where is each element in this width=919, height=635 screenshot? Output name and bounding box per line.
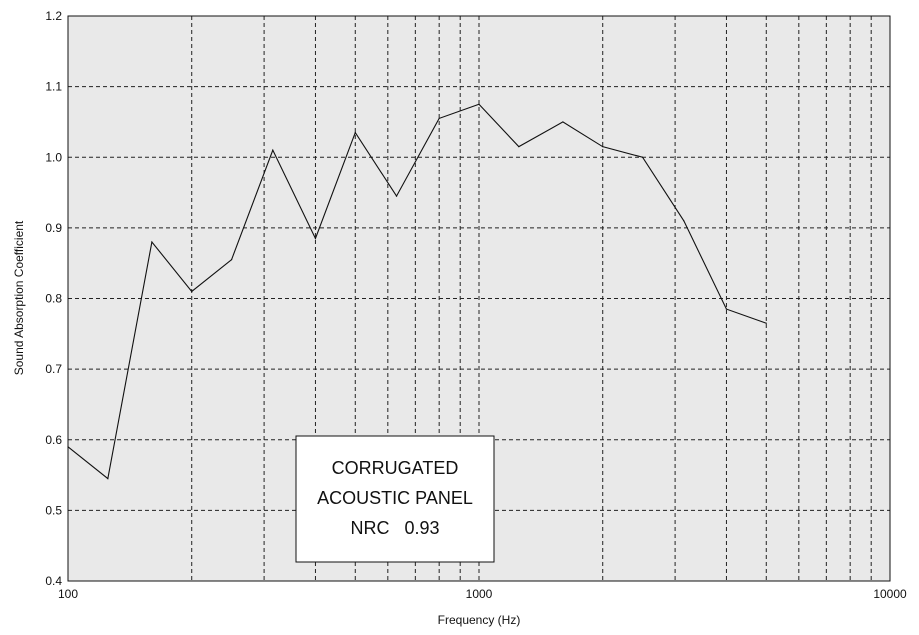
y-tick-label: 0.8 xyxy=(45,292,62,306)
x-tick-labels: 100 1000 10000 xyxy=(58,587,907,601)
data-point xyxy=(725,308,728,310)
x-tick-label: 1000 xyxy=(466,587,493,601)
data-point xyxy=(230,259,233,261)
annotation-line-3: NRC 0.93 xyxy=(350,518,439,538)
x-tick-label: 100 xyxy=(58,587,78,601)
plot-frame xyxy=(67,15,891,582)
x-axis-title: Frequency (Hz) xyxy=(438,613,521,627)
data-point xyxy=(683,220,685,222)
x-tick-label: 10000 xyxy=(873,587,907,601)
y-axis-title: Sound Absorption Coefficient xyxy=(12,220,26,375)
annotation-line-1: CORRUGATED xyxy=(332,458,459,478)
data-points xyxy=(67,103,767,480)
annotation-line-2: ACOUSTIC PANEL xyxy=(317,488,473,508)
data-point xyxy=(438,117,440,120)
data-point xyxy=(478,103,480,105)
data-point xyxy=(765,322,767,324)
annotation-frame xyxy=(295,435,495,563)
data-point xyxy=(354,131,356,134)
data-point xyxy=(191,290,193,293)
data-point xyxy=(314,237,317,240)
data-point xyxy=(151,241,153,243)
data-point xyxy=(67,446,69,448)
y-tick-label: 0.5 xyxy=(45,503,62,517)
annotation-box: CORRUGATED ACOUSTIC PANEL NRC 0.93 xyxy=(295,435,495,563)
data-point xyxy=(641,156,644,158)
data-point xyxy=(272,149,274,151)
y-tick-label: 0.4 xyxy=(45,574,62,588)
series-line xyxy=(67,103,767,480)
y-tick-labels: 0.4 0.5 0.6 0.7 0.8 0.9 1.0 1.1 1.2 xyxy=(45,9,62,588)
y-tick-label: 1.1 xyxy=(45,80,62,94)
data-point xyxy=(395,195,398,197)
data-point xyxy=(602,146,604,148)
y-tick-label: 0.6 xyxy=(45,433,62,447)
data-point xyxy=(562,121,564,123)
y-tick-label: 1.0 xyxy=(45,150,62,164)
y-tick-label: 0.9 xyxy=(45,221,62,235)
y-tick-label: 0.7 xyxy=(45,362,62,376)
data-point xyxy=(107,477,109,480)
y-tick-label: 1.2 xyxy=(45,9,62,23)
data-point xyxy=(518,146,520,148)
